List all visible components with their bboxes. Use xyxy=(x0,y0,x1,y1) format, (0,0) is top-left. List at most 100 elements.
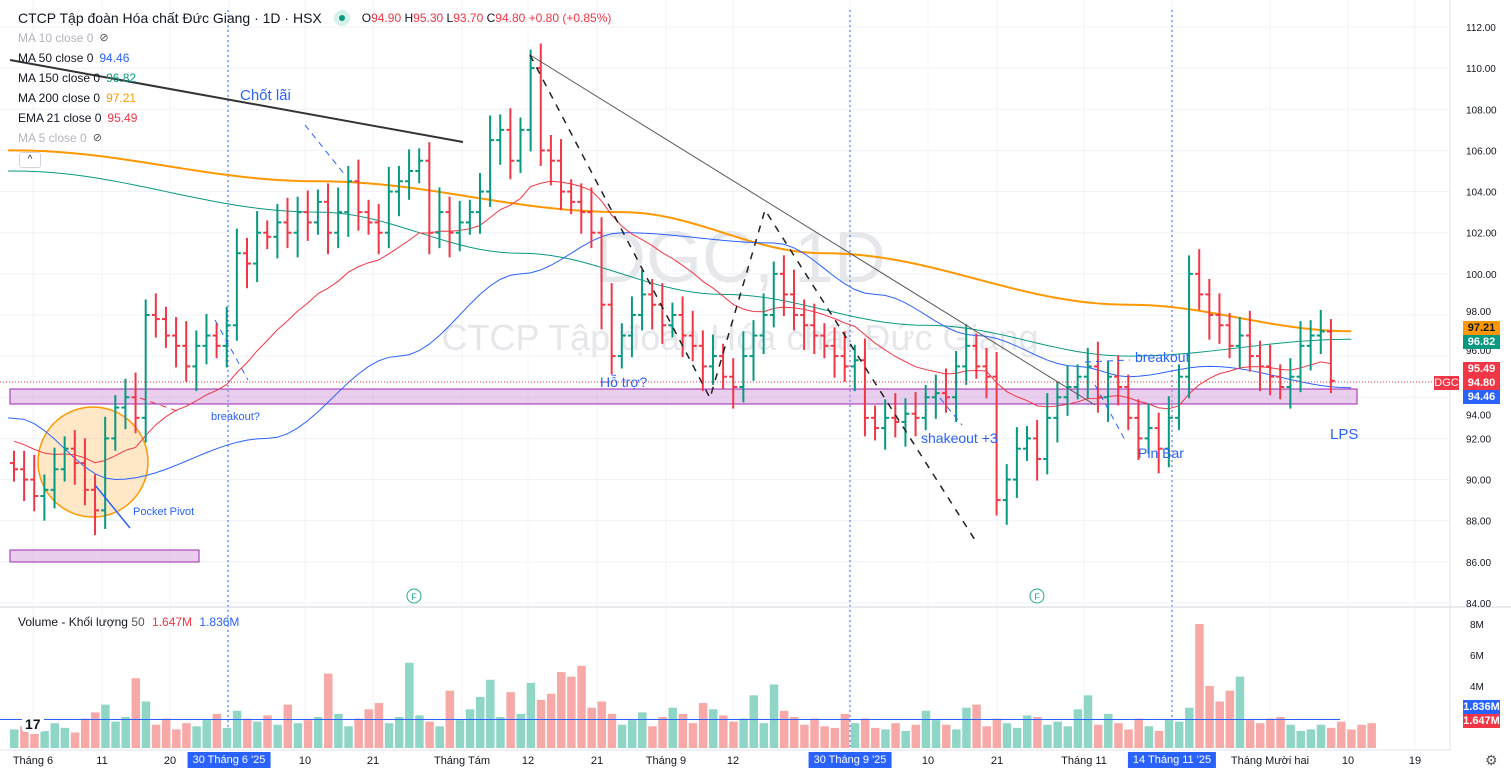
symbol-title[interactable]: CTCP Tập đoàn Hóa chất Đức Giang · 1D · … xyxy=(18,10,322,26)
grid xyxy=(0,0,1450,750)
volume-bar xyxy=(263,715,272,748)
volume-bar xyxy=(1337,721,1346,748)
ohlc-bar xyxy=(425,142,434,255)
volume-bar xyxy=(1195,624,1204,748)
indicator-2[interactable]: MA 150 close 0 96.82 xyxy=(18,68,611,88)
ohlc-bar xyxy=(607,283,616,375)
ma150-line[interactable] xyxy=(7,170,1352,357)
date-label: Tháng Tám xyxy=(433,755,491,767)
volume-bar xyxy=(1144,726,1154,748)
volume-bar xyxy=(283,704,293,748)
lower-zone[interactable] xyxy=(9,549,200,563)
ohlc-bar xyxy=(931,374,940,419)
volume-last-badge: 1.647M xyxy=(1463,714,1500,728)
volume-bar xyxy=(972,704,981,748)
volume-bar xyxy=(1347,729,1356,748)
volume-bar xyxy=(850,723,860,748)
downtrend-line[interactable] xyxy=(529,54,1096,406)
volume-bar xyxy=(1114,723,1123,748)
ma200-line[interactable] xyxy=(7,149,1352,333)
ohlc-bar xyxy=(587,187,596,249)
volume-bar xyxy=(1235,676,1245,748)
ohlc-bar xyxy=(192,330,201,392)
ohlc-bar xyxy=(283,197,292,249)
ohlc-bar xyxy=(567,179,576,215)
label-breakout[interactable]: breakout xyxy=(1135,349,1190,365)
ohlc-bar xyxy=(1124,374,1133,431)
volume-bar xyxy=(678,713,688,748)
ema21-line[interactable] xyxy=(13,180,1331,464)
volume-bar xyxy=(992,718,1002,748)
symbol-header: CTCP Tập đoàn Hóa chất Đức Giang · 1D · … xyxy=(18,10,611,26)
collapse-legend-button[interactable]: ^ xyxy=(19,152,41,168)
volume-bar xyxy=(536,699,546,748)
volume-bar xyxy=(952,729,961,748)
financials-marker[interactable] xyxy=(1029,588,1045,604)
ohlc-bar xyxy=(769,261,778,328)
volume-bar xyxy=(779,710,789,748)
indicator-3[interactable]: MA 200 close 0 97.21 xyxy=(18,88,611,108)
ohlc-values: O94.90 H95.30 L93.70 C94.80 +0.80 (+0.85… xyxy=(361,11,612,25)
price-axis[interactable]: 112.00 110.00 108.00 106.00 104.00 102.00 100.… xyxy=(1466,23,1497,693)
tradingview-logo[interactable]: 17 xyxy=(22,716,44,732)
volume-bar xyxy=(1154,730,1164,748)
volume-name[interactable]: Volume - Khối lượng xyxy=(18,615,128,629)
support-zone[interactable] xyxy=(9,388,1358,405)
volume-bar xyxy=(871,727,880,748)
eye-off-icon[interactable]: ⊘ xyxy=(99,32,109,44)
pocket-pivot-line[interactable] xyxy=(94,484,131,529)
dashed-arrow[interactable] xyxy=(939,397,963,426)
label-ho-tro[interactable]: Hỗ trợ? xyxy=(600,374,648,390)
ohlc-bar xyxy=(790,269,799,331)
volume-bar xyxy=(1134,718,1143,748)
indicator-4[interactable]: EMA 21 close 0 95.49 xyxy=(18,108,611,128)
resistance-trendline[interactable] xyxy=(9,59,464,143)
volume-bar xyxy=(324,673,333,748)
ohlc-bar xyxy=(678,296,687,358)
ohlc-bar xyxy=(810,303,819,355)
label-lps[interactable]: LPS xyxy=(1330,426,1358,443)
label-breakout-q[interactable]: breakout? xyxy=(211,411,260,423)
ohlc-bar xyxy=(1306,320,1315,371)
ohlc-bar xyxy=(475,173,484,234)
volume-bar xyxy=(222,727,232,748)
ohlc-bar xyxy=(749,320,758,381)
label-pocket-pivot[interactable]: Pocket Pivot xyxy=(133,506,194,518)
volume-bar xyxy=(607,713,617,748)
ma150-badge: 96.82 xyxy=(1463,335,1500,349)
volume-bar xyxy=(344,726,353,748)
label-shakeout[interactable]: shakeout +3 xyxy=(921,430,998,446)
volume-bar xyxy=(557,672,566,748)
ohlc-bar xyxy=(263,220,272,250)
ohlc-bar xyxy=(759,293,768,355)
indicator-value: 97.21 xyxy=(106,91,137,105)
volume-bar xyxy=(374,703,384,748)
ohlc-bar xyxy=(597,217,606,330)
settings-gear-icon[interactable]: ⚙ xyxy=(1485,752,1498,768)
volume-bar xyxy=(1245,720,1255,748)
dashed-arrow[interactable] xyxy=(1084,359,1131,363)
date-label: 12 xyxy=(521,755,535,767)
volume-bar xyxy=(698,703,708,748)
eye-off-icon[interactable]: ⊘ xyxy=(92,132,102,144)
label-pin-bar[interactable]: Pin Bar xyxy=(1138,445,1184,461)
indicator-5[interactable]: MA 5 close 0 ⊘ xyxy=(18,128,611,148)
volume-bar xyxy=(151,724,161,748)
label-chot-lai[interactable]: Chốt lãi xyxy=(240,87,291,104)
volume-bar xyxy=(860,718,870,748)
ohlc-bar xyxy=(121,378,130,430)
volume-bar xyxy=(840,713,850,748)
indicator-name: MA 200 close 0 xyxy=(18,91,101,105)
dashed-arrow[interactable] xyxy=(214,319,249,381)
indicator-0[interactable]: MA 10 close 0 ⊘ xyxy=(18,28,611,48)
volume-bar xyxy=(1002,723,1012,748)
volume-bar xyxy=(1255,723,1265,748)
market-status-icon[interactable] xyxy=(333,10,350,26)
indicator-value: 94.46 xyxy=(99,51,130,65)
indicator-1[interactable]: MA 50 close 0 94.46 xyxy=(18,48,611,68)
dashed-arrow[interactable] xyxy=(139,397,181,413)
ohlc-bar xyxy=(921,384,930,431)
financials-marker[interactable] xyxy=(406,588,422,604)
volume-bar xyxy=(810,718,819,748)
